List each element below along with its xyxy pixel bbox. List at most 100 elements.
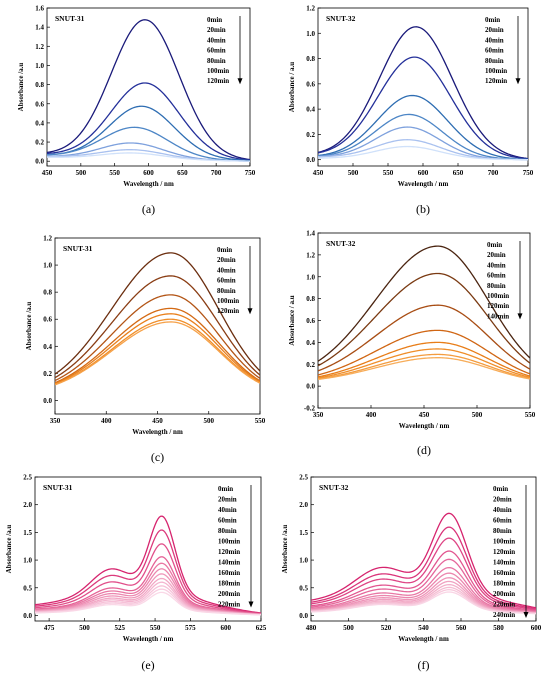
series-line-60min [318, 329, 530, 376]
series-line-220min [35, 591, 261, 616]
y-tick-label: 2.5 [299, 474, 308, 482]
x-tick-label: 500 [79, 624, 90, 632]
legend-entry: 0min [487, 241, 502, 249]
series-line-20min [35, 529, 261, 614]
legend-entry: 120min [207, 77, 229, 85]
series-line-20min [318, 56, 528, 160]
series-line-120min [318, 353, 530, 380]
legend-entry: 40min [487, 261, 506, 269]
y-tick-label: 0.6 [306, 80, 315, 88]
x-tick-label: 350 [313, 411, 324, 419]
series-line-120min [47, 152, 250, 162]
series-line-80min [311, 558, 536, 612]
series-line-80min [55, 313, 260, 385]
x-tick-label: 580 [493, 624, 504, 632]
series-line-60min [311, 550, 536, 612]
plot-frame [34, 476, 262, 622]
series-line-40min [318, 304, 530, 372]
x-tick-label: 400 [366, 411, 377, 419]
plot-frame [54, 237, 261, 415]
chart-panel-2: 350 400 450 500 550 0.0 0.2 0.4 0.6 0.8 1.0 1.2 Wave… [25, 235, 266, 465]
legend-entry: 80min [487, 282, 506, 290]
series-line-20min [318, 272, 530, 367]
x-tick-label: 525 [115, 624, 126, 632]
chart-panel-3: 350 400 450 500 550 -0.2 0.0 0.2 0.4 0.6 0.8 1.0 1.2… [288, 230, 536, 458]
panel-caption: (d) [417, 443, 431, 457]
x-tick-label: 500 [204, 417, 215, 425]
legend-entry: 120min [217, 307, 239, 315]
y-tick-label: 0.5 [23, 584, 32, 592]
legend-entry: 60min [487, 272, 506, 280]
series-line-20min [47, 82, 250, 161]
x-tick-label: 480 [306, 624, 317, 632]
legend-entry: 20min [217, 256, 236, 264]
panel-caption: (c) [151, 450, 164, 464]
panel-caption: (a) [142, 202, 155, 216]
y-tick-label: 0.8 [306, 55, 315, 63]
series-line-60min [47, 126, 250, 162]
chart-panel-1: 450 500 550 600 650 700 750 0.0 0.2 0.4 0.6 0.8 1.0 1… [288, 5, 534, 217]
y-tick-label: 0.8 [43, 289, 52, 297]
legend-entry: 100min [207, 67, 229, 75]
legend-entry: 240min [493, 611, 515, 619]
y-tick-label: -0.2 [304, 405, 316, 413]
x-tick-label: 650 [453, 169, 464, 177]
series-line-0min [318, 245, 530, 362]
legend-entry: 160min [493, 569, 515, 577]
legend-entry: 100min [485, 67, 507, 75]
chart-panel-4: 475 500 525 550 575 600 625 0.0 0.5 1.0 1.5 2.0 2.5 W… [5, 474, 267, 673]
y-tick-label: 1.0 [306, 273, 315, 281]
y-tick-label: 0.6 [43, 316, 52, 324]
y-tick-label: 0.6 [35, 100, 44, 108]
legend-entry: 120min [218, 548, 240, 556]
chart-title: SNUT-32 [326, 14, 356, 23]
x-tick-label: 450 [419, 411, 430, 419]
legend-entry: 220min [218, 601, 240, 609]
x-tick-label: 750 [523, 169, 534, 177]
x-axis-label: Wavelength / nm [398, 635, 449, 643]
chart-panel-5: 480 500 520 540 560 580 600 0.0 0.5 1.0 1.5 2.0 2.5 W… [281, 474, 542, 673]
x-tick-label: 550 [525, 411, 536, 419]
y-tick-label: 2.0 [299, 501, 308, 509]
series-line-40min [35, 543, 261, 615]
x-tick-label: 350 [50, 417, 61, 425]
x-axis-label: Wavelength / nm [398, 180, 449, 188]
legend-entry: 40min [217, 266, 236, 274]
series-line-20min [311, 526, 536, 610]
x-tick-label: 550 [109, 169, 120, 177]
legend-entry: 80min [485, 57, 504, 65]
series-line-40min [318, 94, 528, 161]
y-tick-label: 1.4 [35, 24, 44, 32]
chart-title: SNUT-32 [319, 483, 349, 492]
time-arrow-head [517, 313, 523, 320]
legend-entry: 120min [493, 548, 515, 556]
x-tick-label: 450 [313, 169, 324, 177]
x-tick-label: 475 [44, 624, 55, 632]
x-tick-label: 600 [143, 169, 154, 177]
legend-entry: 80min [207, 57, 226, 65]
legend-entry: 40min [485, 36, 504, 44]
y-tick-label: 0.0 [35, 158, 44, 166]
legend-entry: 60min [218, 517, 237, 525]
x-tick-label: 650 [177, 169, 188, 177]
legend-entry: 120min [487, 302, 509, 310]
series-line-240min [311, 591, 536, 615]
y-tick-label: 2.5 [23, 474, 32, 482]
y-tick-label: 0.0 [306, 383, 315, 391]
series-line-0min [35, 515, 261, 614]
y-tick-label: 1.0 [43, 262, 52, 270]
x-tick-label: 520 [381, 624, 392, 632]
series-line-60min [55, 307, 260, 384]
legend-entry: 0min [485, 16, 500, 24]
x-tick-label: 540 [418, 624, 429, 632]
y-tick-label: 1.2 [306, 5, 315, 13]
legend-entry: 220min [493, 601, 515, 609]
legend-entry: 60min [207, 47, 226, 55]
time-arrow-head [237, 78, 243, 85]
y-axis-label: Absorbance /a.u [17, 63, 25, 112]
x-tick-label: 450 [42, 169, 53, 177]
series-line-100min [55, 318, 260, 385]
series-line-80min [318, 341, 530, 378]
legend-entry: 140min [218, 559, 240, 567]
